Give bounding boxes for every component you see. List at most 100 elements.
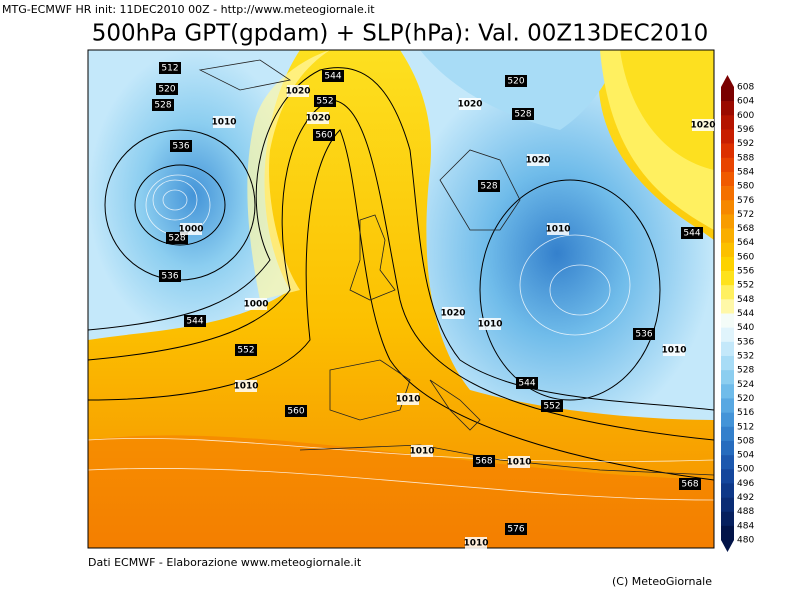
- gpt-label: 552: [237, 346, 254, 356]
- slp-label: 1010: [233, 382, 258, 392]
- colorbar-bin: [721, 228, 734, 244]
- colorbar-label: 580: [737, 182, 754, 192]
- footer-source: Dati ECMWF - Elaborazione www.meteogiorn…: [88, 556, 362, 569]
- gpt-label-box: [314, 95, 336, 107]
- slp-label-box: [459, 98, 481, 110]
- colorbar-bin: [721, 327, 734, 343]
- colorbar-bin: [721, 186, 734, 201]
- colorbar-label: 548: [737, 295, 754, 305]
- colorbar-bin: [721, 341, 734, 357]
- colorbar-label: 500: [737, 465, 754, 475]
- colorbar-bin: [721, 398, 734, 413]
- slp-label: 1020: [305, 114, 330, 124]
- slp-label: 1020: [440, 309, 465, 319]
- colorbar-bin: [721, 87, 734, 102]
- slp-label: 1000: [243, 300, 268, 310]
- colorbar-label: 484: [737, 521, 754, 531]
- slp-label-box: [465, 537, 487, 549]
- colorbar-bin: [721, 115, 734, 130]
- slp-label: 1000: [178, 225, 203, 235]
- gpt-label-box: [285, 405, 307, 417]
- gpt-label-box: [473, 455, 495, 467]
- gpt-label-box: [516, 377, 538, 389]
- colorbar-bin: [721, 455, 734, 470]
- gpt-label-box: [512, 108, 534, 120]
- gpt-label: 536: [172, 142, 189, 152]
- colorbar-bin: [721, 101, 734, 116]
- gpt-label: 536: [161, 272, 178, 282]
- slp-label: 1020: [690, 121, 715, 131]
- gpt-label: 520: [507, 77, 524, 87]
- colorbar-bin: [721, 469, 734, 484]
- colorbar-bin: [721, 426, 734, 442]
- colorbar-bin: [721, 511, 734, 527]
- colorbar-bin: [721, 242, 734, 258]
- colorbar-cap: [721, 540, 734, 552]
- colorbar-label: 536: [737, 337, 754, 347]
- slp-label-box: [527, 154, 549, 166]
- colorbar-label: 508: [737, 436, 754, 446]
- colorbar-label: 568: [737, 224, 754, 234]
- gpt-label: 560: [287, 407, 304, 417]
- gpt-label: 544: [186, 317, 203, 327]
- colorbar-bin: [721, 355, 734, 371]
- slp-label: 1020: [525, 156, 550, 166]
- gpt-label: 528: [480, 182, 497, 192]
- gpt-label-box: [159, 62, 181, 74]
- gpt-label: 568: [475, 457, 492, 467]
- gpt-label: 576: [507, 525, 524, 535]
- slp-label: 1010: [211, 118, 236, 128]
- gpt-label-box: [159, 270, 181, 282]
- slp-label: 1010: [545, 225, 570, 235]
- gpt-label: 552: [316, 97, 333, 107]
- gpt-label: 544: [518, 379, 535, 389]
- colorbar-label: 488: [737, 507, 754, 517]
- colorbar-bin: [721, 157, 734, 173]
- gpt-label: 528: [154, 101, 171, 111]
- slp-label-box: [235, 380, 257, 392]
- gpt-label: 544: [683, 229, 700, 239]
- gpt-label: 528: [168, 234, 185, 244]
- gpt-label: 560: [315, 131, 332, 141]
- gpt-label-box: [322, 70, 344, 82]
- colorbar-bin: [721, 440, 734, 456]
- colorbar-bin: [721, 143, 734, 159]
- slp-label: 1010: [463, 539, 488, 549]
- gpt-label: 544: [324, 72, 341, 82]
- colorbar-bin: [721, 483, 734, 498]
- header-info: MTG-ECMWF HR init: 11DEC2010 00Z - http:…: [2, 3, 375, 16]
- slp-label-box: [213, 116, 235, 128]
- colorbar-label: 600: [737, 111, 754, 121]
- colorbar-label: 596: [737, 125, 754, 135]
- gpt-label-box: [681, 227, 703, 239]
- colorbar-label: 552: [737, 281, 754, 291]
- colorbar-label: 480: [737, 536, 754, 546]
- slp-label: 1010: [477, 320, 502, 330]
- slp-label: 1020: [285, 87, 310, 97]
- slp-label-box: [307, 112, 329, 124]
- colorbar-bin: [721, 384, 734, 399]
- colorbar-label: 556: [737, 267, 754, 277]
- colorbar-label: 544: [737, 309, 754, 319]
- colorbar-bin: [721, 313, 734, 328]
- gpt-label-box: [478, 180, 500, 192]
- colorbar-label: 584: [737, 167, 754, 177]
- gpt-label: 512: [161, 64, 178, 74]
- slp-label-box: [547, 223, 569, 235]
- gpt-label-box: [313, 129, 335, 141]
- gpt-label-box: [633, 328, 655, 340]
- gpt-label-box: [541, 400, 563, 412]
- colorbar-bin: [721, 271, 734, 286]
- gpt-label-box: [235, 344, 257, 356]
- slp-label-box: [479, 318, 501, 330]
- slp-label-box: [663, 344, 685, 356]
- colorbar-label: 532: [737, 351, 754, 361]
- colorbar-bin: [721, 525, 734, 541]
- colorbar-bin: [721, 412, 734, 428]
- slp-label: 1010: [506, 458, 531, 468]
- colorbar-label: 540: [737, 323, 754, 333]
- colorbar-bin: [721, 299, 734, 314]
- colorbar-label: 516: [737, 408, 754, 418]
- slp-label-box: [508, 456, 530, 468]
